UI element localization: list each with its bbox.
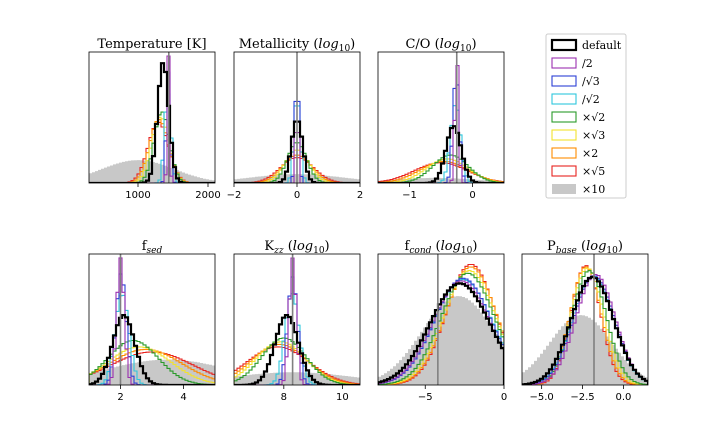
legend-swatch-m10 — [552, 184, 576, 194]
axes-frame-temperature — [88, 51, 216, 184]
panel-temperature: 1000 2000 Temperature [K] — [88, 37, 221, 201]
tick-label-metallicity-0: −2 — [227, 190, 242, 201]
hist-temperature-ds2 — [89, 93, 215, 183]
hist-f_cond-m2 — [378, 266, 504, 385]
hist-c_o-default — [378, 125, 504, 183]
hist-p_base-default — [522, 275, 648, 385]
legend-swatch-ms2 — [551, 111, 577, 123]
legend-item-ms3: ×√3 — [551, 129, 605, 142]
tick-label-f_cond-0: −5 — [418, 392, 433, 403]
hist-f_sed-ds3 — [89, 273, 215, 385]
hist-f_sed-ds2 — [89, 294, 215, 385]
panel-f_cond: −5 0 fcond (log10) — [377, 239, 507, 403]
tick-label-f_sed-1: 4 — [180, 392, 186, 403]
legend-label-ms3: ×√3 — [582, 129, 605, 142]
legend-frame — [545, 33, 627, 199]
axes-frame-p_base — [521, 253, 649, 386]
legend-label-default: default — [582, 39, 622, 52]
axes-frame-k_zz — [233, 253, 361, 386]
hist-f_sed-d2 — [89, 257, 215, 385]
tick-label-c_o-0: −1 — [402, 190, 417, 201]
hist-f_sed-default — [89, 314, 215, 385]
axes-frame-f_cond — [377, 253, 505, 386]
panel-metallicity: −2 0 2 Metallicity (log10) — [227, 37, 364, 201]
panel-k_zz: 8 10 Kzz (log10) — [233, 239, 361, 403]
panel-title-metallicity: Metallicity (log10) — [239, 37, 356, 54]
tick-label-f_cond-1: 0 — [501, 392, 507, 403]
legend-label-ms2: ×√2 — [582, 111, 605, 124]
panel-title-c_o: C/O (log10) — [405, 37, 476, 54]
hist-f_cond-m10 — [378, 296, 504, 385]
tick-label-p_base-0: −5.0 — [529, 392, 553, 403]
legend-swatch-m2 — [551, 147, 577, 159]
tick-label-k_zz-1: 10 — [336, 392, 349, 403]
legend-swatch-ms3 — [551, 129, 577, 141]
tick-label-temperature-1: 2000 — [195, 190, 220, 201]
hist-f_cond-ms2 — [378, 272, 504, 385]
hist-temperature-default — [89, 62, 215, 183]
legend-label-m2: ×2 — [582, 147, 598, 160]
panel-title-f_cond: fcond (log10) — [405, 239, 478, 256]
legend-swatch-d2 — [551, 57, 577, 69]
legend-swatch-ds2 — [551, 93, 577, 105]
legend-item-d2: /2 — [551, 57, 593, 70]
hist-f_cond-default — [378, 282, 504, 385]
legend-item-default: default — [550, 38, 622, 52]
tick-label-c_o-1: 0 — [469, 190, 475, 201]
panel-title-f_sed: fsed — [142, 239, 163, 256]
legend-swatch-default — [550, 38, 578, 52]
tick-label-metallicity-1: 0 — [294, 190, 300, 201]
hist-c_o-ds3 — [378, 84, 504, 183]
hist-p_base-m10 — [522, 315, 648, 385]
hist-c_o-ds2 — [378, 105, 504, 183]
axes-frame-f_sed — [88, 253, 216, 386]
tick-label-k_zz-0: 8 — [281, 392, 287, 403]
legend-label-d2: /2 — [582, 57, 593, 70]
panel-f_sed: 2 4 fsed — [88, 239, 216, 403]
panel-title-temperature: Temperature [K] — [97, 37, 206, 52]
legend-item-m2: ×2 — [551, 147, 598, 160]
tick-label-f_sed-0: 2 — [117, 392, 123, 403]
hist-k_zz-d2 — [234, 257, 360, 385]
legend-item-ds2: /√2 — [551, 93, 600, 106]
legend-swatch-ms5 — [551, 165, 577, 177]
legend-label-m10: ×10 — [582, 183, 605, 196]
tick-label-p_base-1: −2.5 — [570, 392, 594, 403]
legend-item-ms5: ×√5 — [551, 165, 605, 178]
axes-frame-c_o — [377, 51, 505, 184]
legend-item-ds3: /√3 — [551, 75, 600, 88]
panel-title-k_zz: Kzz (log10) — [264, 239, 329, 256]
legend-item-ms2: ×√2 — [551, 111, 605, 124]
legend: default/2 /√3 /√2 ×√2 ×√3 ×2 ×√5 ×10 — [545, 33, 627, 199]
legend-label-ms5: ×√5 — [582, 165, 605, 178]
tick-label-p_base-2: 0.0 — [616, 392, 632, 403]
legend-swatch-ds3 — [551, 75, 577, 87]
legend-label-ds2: /√2 — [582, 93, 600, 106]
panel-p_base: −5.0 −2.5 0.0 Pbase (log10) — [521, 239, 649, 403]
tick-label-metallicity-2: 2 — [357, 190, 363, 201]
panel-title-p_base: Pbase (log10) — [547, 239, 623, 256]
panel-c_o: −1 0 C/O (log10) — [377, 37, 505, 201]
legend-item-m10: ×10 — [552, 183, 605, 196]
legend-label-ds3: /√3 — [582, 75, 600, 88]
tick-label-temperature-0: 1000 — [125, 190, 150, 201]
